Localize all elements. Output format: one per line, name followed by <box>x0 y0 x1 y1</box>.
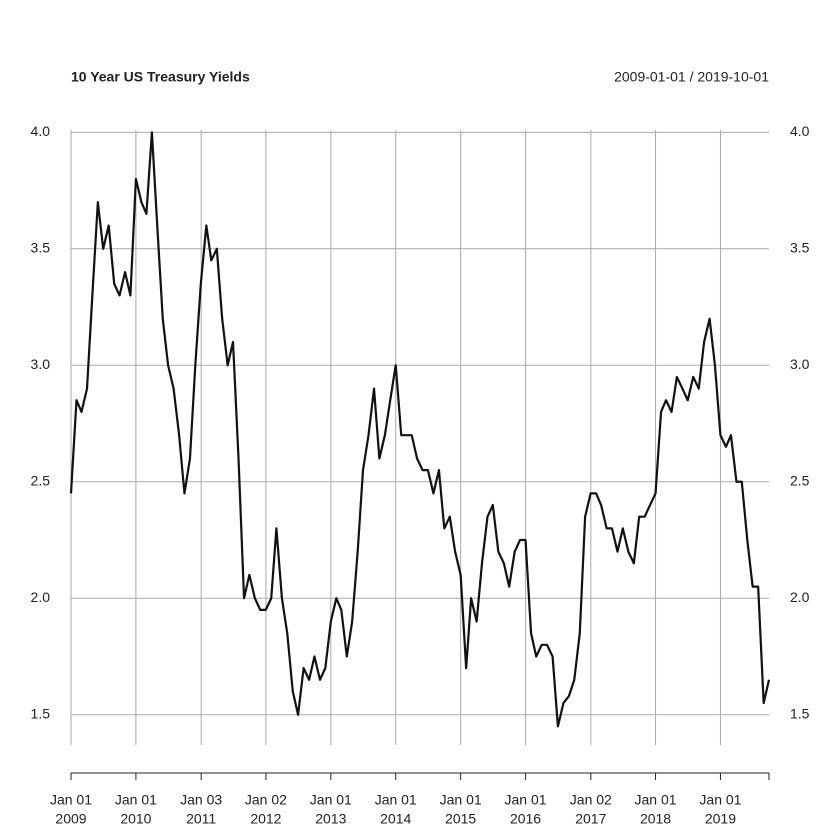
y-tick-label: 3.0 <box>31 356 51 372</box>
y-tick-label: 2.5 <box>31 472 51 488</box>
x-tick-label: Jan 01 <box>440 792 482 808</box>
y-tick-label-right: 1.5 <box>790 705 810 721</box>
x-tick-label: 2010 <box>120 811 151 827</box>
y-tick-label: 1.5 <box>31 705 51 721</box>
x-tick-label: 2019 <box>705 811 736 827</box>
x-tick-label: Jan 01 <box>505 792 547 808</box>
x-tick-label: 2013 <box>315 811 346 827</box>
x-tick-label: Jan 03 <box>180 792 222 808</box>
x-tick-label: Jan 02 <box>245 792 287 808</box>
x-tick-label: Jan 01 <box>635 792 677 808</box>
x-tick-label: Jan 01 <box>699 792 741 808</box>
y-tick-label-right: 4.0 <box>790 123 810 139</box>
y-tick-label: 4.0 <box>31 123 51 139</box>
x-tick-label: 2016 <box>510 811 541 827</box>
chart-title: 10 Year US Treasury Yields <box>71 69 250 85</box>
x-tick-label: 2012 <box>250 811 281 827</box>
x-tick-label: 2009 <box>55 811 86 827</box>
x-tick-label: Jan 01 <box>310 792 352 808</box>
data-line <box>69 131 771 728</box>
y-tick-label-right: 3.0 <box>790 356 810 372</box>
x-tick-label: Jan 01 <box>50 792 92 808</box>
x-tick-label: 2015 <box>445 811 476 827</box>
x-tick-label: 2011 <box>186 811 216 827</box>
y-tick-label-right: 2.0 <box>790 589 810 605</box>
x-tick-label: Jan 01 <box>375 792 417 808</box>
y-tick-label: 3.5 <box>31 240 51 256</box>
x-tick-label: 2018 <box>640 811 671 827</box>
x-tick-label: Jan 01 <box>115 792 157 808</box>
y-tick-label: 2.0 <box>31 589 51 605</box>
y-tick-label-right: 3.5 <box>790 240 810 256</box>
y-tick-label-right: 2.5 <box>790 472 810 488</box>
x-tick-label: 2014 <box>380 811 411 827</box>
x-tick-label: Jan 02 <box>570 792 612 808</box>
x-tick-label: 2017 <box>575 811 606 827</box>
chart-subtitle: 2009-01-01 / 2019-10-01 <box>614 69 769 85</box>
